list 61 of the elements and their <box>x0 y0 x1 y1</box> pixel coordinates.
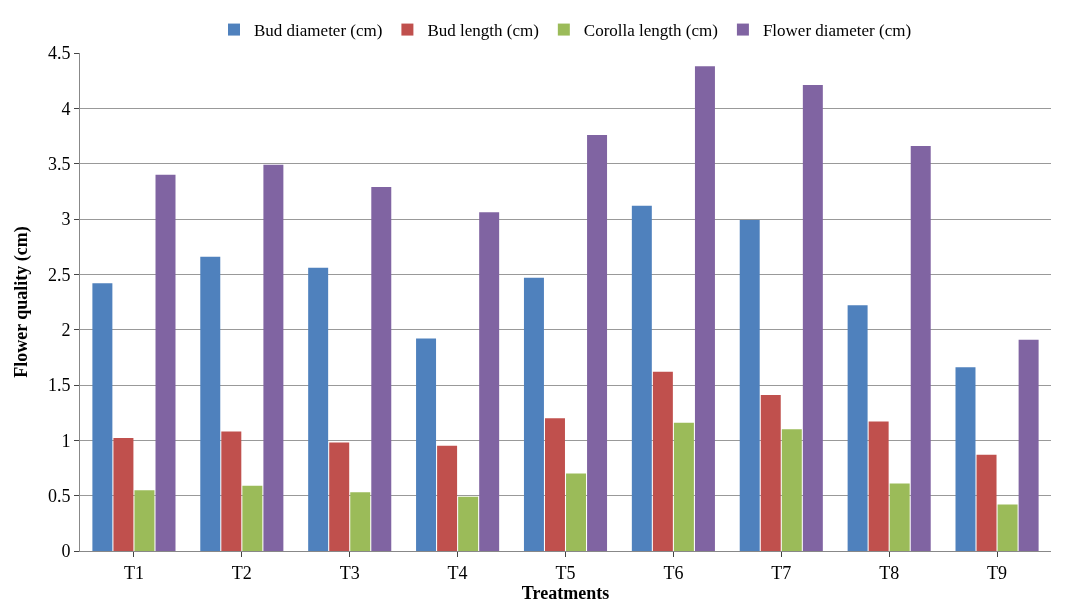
bar <box>416 338 437 551</box>
bar <box>1018 339 1039 551</box>
bar <box>781 429 802 551</box>
y-tick-label: 2.5 <box>47 264 71 285</box>
bar <box>997 504 1018 551</box>
bar <box>673 422 694 551</box>
bar <box>263 164 284 551</box>
y-tick-label: 3.5 <box>47 153 71 174</box>
bar <box>694 66 715 551</box>
bar <box>631 205 652 551</box>
bar <box>437 445 458 551</box>
y-tick-label: 1 <box>61 430 71 451</box>
y-tick-label: 1.5 <box>47 375 71 396</box>
bar <box>242 485 263 551</box>
bar <box>544 418 565 551</box>
bar <box>523 277 544 551</box>
x-tick-label: T5 <box>555 562 576 583</box>
y-axis-title: Flower quality (cm) <box>11 226 33 378</box>
bar <box>479 212 500 551</box>
x-tick-label: T4 <box>447 562 468 583</box>
bar <box>92 283 113 551</box>
bar <box>113 438 134 551</box>
x-tick-label: T7 <box>771 562 792 583</box>
bar <box>458 496 479 551</box>
y-tick-label: 3 <box>61 209 71 230</box>
x-tick-label: T3 <box>339 562 360 583</box>
y-tick-label: 4.5 <box>47 43 71 64</box>
bar <box>566 473 587 551</box>
bar <box>910 145 931 551</box>
bar <box>889 483 910 551</box>
bar <box>350 492 371 551</box>
x-tick-label: T2 <box>231 562 252 583</box>
bar <box>847 305 868 551</box>
bar <box>739 220 760 551</box>
bar <box>760 394 781 551</box>
bar <box>976 454 997 551</box>
bar <box>221 431 242 551</box>
bar <box>371 186 392 551</box>
legend-label: Bud diameter (cm) <box>254 21 383 41</box>
bar <box>652 371 673 551</box>
y-tick-label: 0.5 <box>47 485 71 506</box>
y-tick-label: 0 <box>61 541 71 562</box>
y-tick-label: 2 <box>61 319 71 340</box>
legend-label: Flower diameter (cm) <box>762 21 912 41</box>
bar <box>134 490 155 551</box>
bar <box>308 267 329 551</box>
bar <box>868 421 889 551</box>
x-tick-label: T9 <box>987 562 1008 583</box>
bar <box>155 174 176 551</box>
x-axis-title: Treatments <box>521 582 610 603</box>
x-tick-label: T6 <box>663 562 684 583</box>
legend-label: Corolla length (cm) <box>583 21 718 41</box>
bar <box>200 256 221 551</box>
y-tick-label: 4 <box>61 98 71 119</box>
bar <box>802 85 823 551</box>
bar <box>955 367 976 551</box>
bar <box>587 134 608 551</box>
legend-label: Bud length (cm) <box>427 21 539 41</box>
bar <box>329 442 350 551</box>
x-tick-label: T8 <box>879 562 900 583</box>
x-tick-label: T1 <box>123 562 144 583</box>
